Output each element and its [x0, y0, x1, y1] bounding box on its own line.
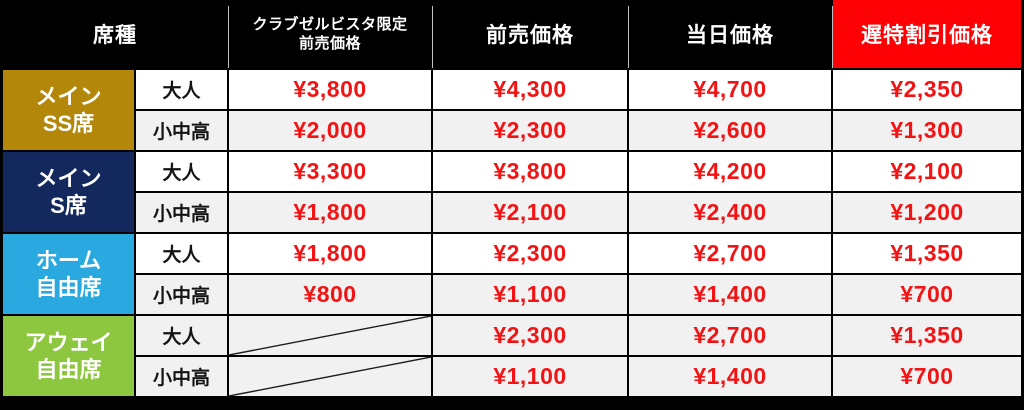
seat-name-line1: ホーム	[35, 247, 102, 273]
price-cell: ¥3,800	[433, 152, 627, 191]
header-club-line2: 前売価格	[298, 35, 361, 52]
not-available-cell	[229, 357, 431, 396]
price-cell: ¥800	[229, 275, 431, 314]
age-cell: 小中高	[136, 275, 227, 314]
seat-section-away-free: アウェイ 自由席	[3, 316, 134, 396]
seat-section-home-free: ホーム 自由席	[3, 234, 134, 314]
seat-name-line1: アウェイ	[24, 329, 113, 355]
price-cell: ¥2,600	[629, 111, 831, 150]
header-advance-price: 前売価格	[433, 0, 629, 68]
price-cell: ¥3,800	[229, 70, 431, 109]
seat-name-line2: S席	[50, 193, 87, 218]
age-cell: 大人	[136, 234, 227, 273]
price-cell: ¥1,100	[433, 357, 627, 396]
age-cell: 小中高	[136, 193, 227, 232]
price-cell: ¥2,300	[433, 111, 627, 150]
age-cell: 小中高	[136, 357, 227, 396]
price-cell: ¥2,700	[629, 316, 831, 355]
price-cell: ¥2,350	[833, 70, 1021, 109]
seat-name-line2: SS席	[42, 111, 95, 136]
age-cell: 大人	[136, 70, 227, 109]
price-cell: ¥2,300	[433, 316, 627, 355]
age-cell: 小中高	[136, 111, 227, 150]
price-cell: ¥1,100	[433, 275, 627, 314]
seat-name-line1: メイン	[35, 83, 102, 109]
seat-section-main-ss: メイン SS席	[3, 70, 134, 150]
price-cell: ¥4,700	[629, 70, 831, 109]
price-cell: ¥1,400	[629, 275, 831, 314]
header-discount-price: 遅特割引価格	[833, 0, 1021, 68]
seat-name-line1: メイン	[35, 165, 102, 191]
price-cell: ¥4,300	[433, 70, 627, 109]
not-available-slash-icon	[229, 357, 431, 396]
price-cell: ¥2,400	[629, 193, 831, 232]
price-cell: ¥1,800	[229, 234, 431, 273]
age-cell: 大人	[136, 316, 227, 355]
price-cell: ¥1,200	[833, 193, 1021, 232]
price-cell: ¥2,700	[629, 234, 831, 273]
price-cell: ¥1,350	[833, 234, 1021, 273]
seat-name-line2: 自由席	[35, 275, 102, 300]
price-cell: ¥3,300	[229, 152, 431, 191]
header-seat-type: 席種	[3, 0, 229, 68]
not-available-cell	[229, 316, 431, 355]
price-cell: ¥2,100	[433, 193, 627, 232]
seat-name-line2: 自由席	[35, 357, 102, 382]
price-cell: ¥1,400	[629, 357, 831, 396]
price-cell: ¥1,350	[833, 316, 1021, 355]
age-cell: 大人	[136, 152, 227, 191]
price-cell: ¥4,200	[629, 152, 831, 191]
price-cell: ¥2,300	[433, 234, 627, 273]
not-available-slash-icon	[229, 316, 431, 355]
price-cell: ¥2,100	[833, 152, 1021, 191]
price-cell: ¥700	[833, 275, 1021, 314]
price-cell: ¥700	[833, 357, 1021, 396]
seat-section-main-s: メイン S席	[3, 152, 134, 232]
price-cell: ¥2,000	[229, 111, 431, 150]
price-cell: ¥1,300	[833, 111, 1021, 150]
price-cell: ¥1,800	[229, 193, 431, 232]
header-sameday-price: 当日価格	[629, 0, 833, 68]
header-club-line1: クラブゼルビスタ限定	[252, 15, 408, 33]
header-club-limited-advance-price: クラブゼルビスタ限定 前売価格	[229, 0, 433, 68]
